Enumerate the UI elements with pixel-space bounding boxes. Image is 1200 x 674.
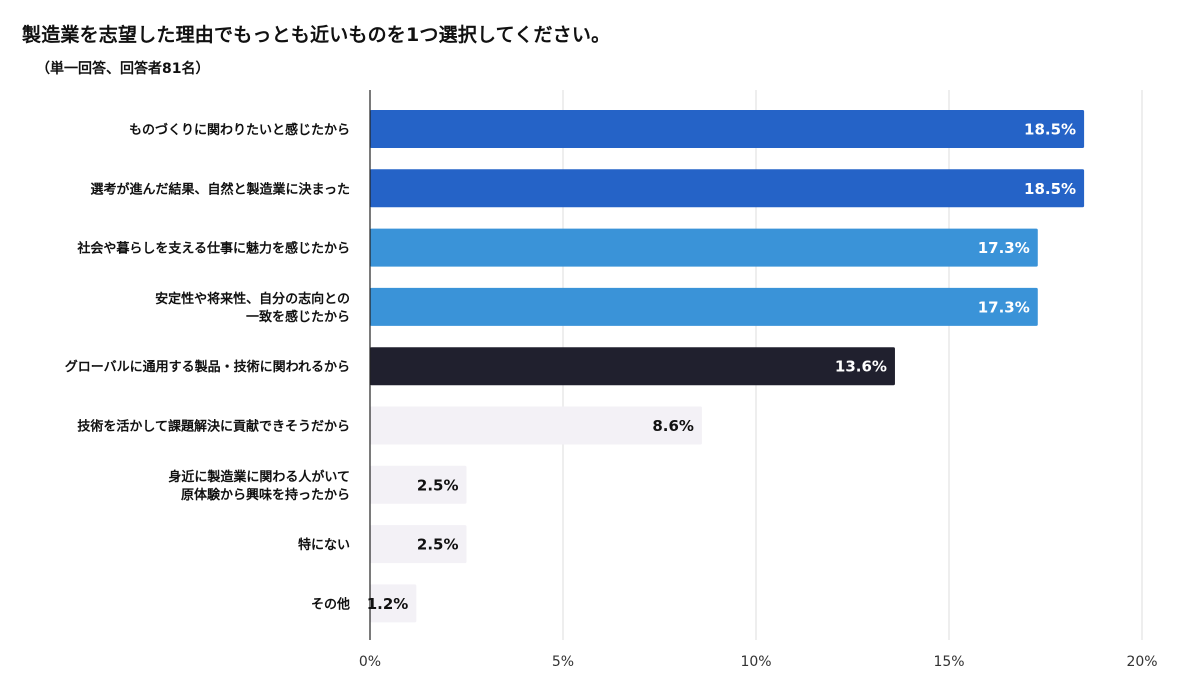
- x-tick-label: 10%: [740, 654, 771, 670]
- category-label: 技術を活かして課題解決に貢献できそうだから: [77, 419, 350, 435]
- data-label: 2.5%: [417, 536, 459, 554]
- x-tick-label: 20%: [1126, 654, 1157, 670]
- category-label: 身近に製造業に関わる人がいて原体験から興味を持ったから: [168, 469, 350, 503]
- category-label: グローバルに通用する製品・技術に関われるから: [65, 359, 350, 375]
- bars: [370, 110, 1085, 623]
- category-label: ものづくりに関わりたいと感じたから: [129, 122, 350, 138]
- bar: [370, 465, 467, 504]
- x-tick-label: 15%: [933, 654, 964, 670]
- data-label: 18.5%: [1024, 121, 1076, 139]
- data-label: 13.6%: [835, 358, 887, 376]
- data-label: 2.5%: [417, 476, 459, 494]
- data-label: 17.3%: [978, 239, 1030, 257]
- bar: [370, 406, 702, 445]
- data-label: 8.6%: [652, 417, 694, 435]
- data-label: 1.2%: [367, 595, 409, 613]
- x-tick-label: 0%: [359, 654, 381, 670]
- x-tick-labels: 0% 5% 10% 15% 20%: [359, 654, 1158, 670]
- chart-subtitle: （単一回答、回答者81名）: [36, 61, 210, 77]
- data-label: 18.5%: [1024, 180, 1076, 198]
- bar: [370, 169, 1085, 208]
- bar: [370, 287, 1038, 326]
- bar: [370, 525, 467, 564]
- value-labels: 18.5% 18.5% 17.3% 17.3% 13.6% 8.6% 2.5% 2.5% 1.2…: [367, 121, 1076, 613]
- category-label: 社会や暮らしを支える仕事に魅力を感じたから: [76, 241, 350, 257]
- data-label: 17.3%: [978, 298, 1030, 316]
- category-label: 選考が進んだ結果、自然と製造業に決まった: [91, 181, 350, 197]
- bar: [370, 347, 895, 386]
- bar: [370, 228, 1038, 267]
- category-label: その他: [311, 596, 350, 612]
- category-label: 特にない: [298, 537, 350, 553]
- category-label: 安定性や将来性、自分の志向との一致を感じたから: [155, 291, 350, 325]
- category-labels: ものづくりに関わりたいと感じたから選考が進んだ結果、自然と製造業に決まった社会や…: [65, 122, 350, 612]
- x-tick-label: 5%: [552, 654, 574, 670]
- bar: [370, 584, 417, 623]
- bar: [370, 110, 1085, 148]
- chart-title: 製造業を志望した理由でもっとも近いものを1つ選択してください。: [22, 24, 611, 46]
